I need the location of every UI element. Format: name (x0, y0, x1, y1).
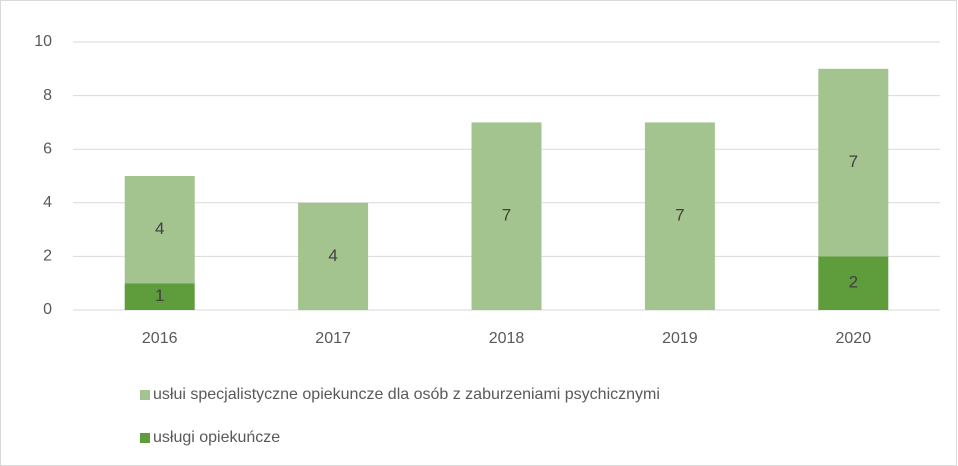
data-label: 4 (328, 246, 337, 265)
bar-segment (818, 256, 889, 310)
y-tick-label: 2 (43, 248, 52, 265)
bar-segment (298, 202, 369, 310)
data-label: 4 (155, 219, 164, 238)
data-label: 7 (675, 206, 684, 225)
x-tick-label: 2020 (836, 330, 872, 347)
y-tick-label: 10 (34, 33, 52, 50)
data-label: 7 (502, 206, 511, 225)
data-label: 2 (849, 273, 858, 292)
y-tick-label: 6 (43, 140, 52, 157)
bar-segment (644, 122, 715, 311)
legend-label: usłui specjalistyczne opiekuncze dla osó… (153, 386, 660, 403)
y-tick-label: 0 (43, 301, 52, 318)
x-tick-label: 2019 (662, 330, 698, 347)
data-label: 7 (849, 152, 858, 171)
x-tick-label: 2018 (489, 330, 525, 347)
x-tick-label: 2016 (142, 330, 178, 347)
legend-label: usługi opiekuńcze (153, 429, 280, 446)
bar-segment (124, 283, 195, 310)
x-tick-label: 2017 (315, 330, 351, 347)
legend-swatch (140, 433, 150, 443)
bar-segment (818, 68, 889, 257)
y-tick-label: 4 (43, 194, 52, 211)
legend-swatch (140, 390, 150, 400)
y-tick-label: 8 (43, 87, 52, 104)
data-label: 1 (155, 286, 164, 305)
bar-segment (471, 122, 542, 311)
bar-segment (124, 176, 195, 284)
